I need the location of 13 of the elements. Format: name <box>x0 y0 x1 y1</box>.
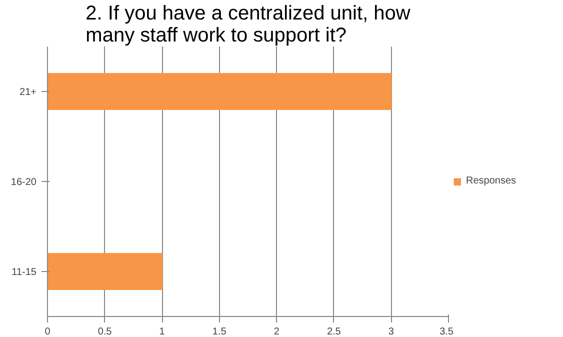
x-tick-label: 3 <box>388 326 394 337</box>
chart-title: 2. If you have a centralized unit, how many staff work to support it? <box>86 2 411 46</box>
legend-label: Responses <box>466 176 516 186</box>
x-tick-label: 1.5 <box>212 326 227 337</box>
x-tick-label: 1 <box>159 326 166 337</box>
y-tick-label: 11-15 <box>12 267 37 278</box>
x-tick-label: 0.5 <box>98 326 112 337</box>
x-tick-label: 0 <box>44 326 51 337</box>
y-tick-label: 16-20 <box>10 177 37 188</box>
y-tick-label: 21+ <box>20 87 37 98</box>
x-tick-label: 2.5 <box>326 326 342 337</box>
x-tick-label: 2 <box>274 326 280 337</box>
x-tick-label: 3.5 <box>440 326 454 337</box>
